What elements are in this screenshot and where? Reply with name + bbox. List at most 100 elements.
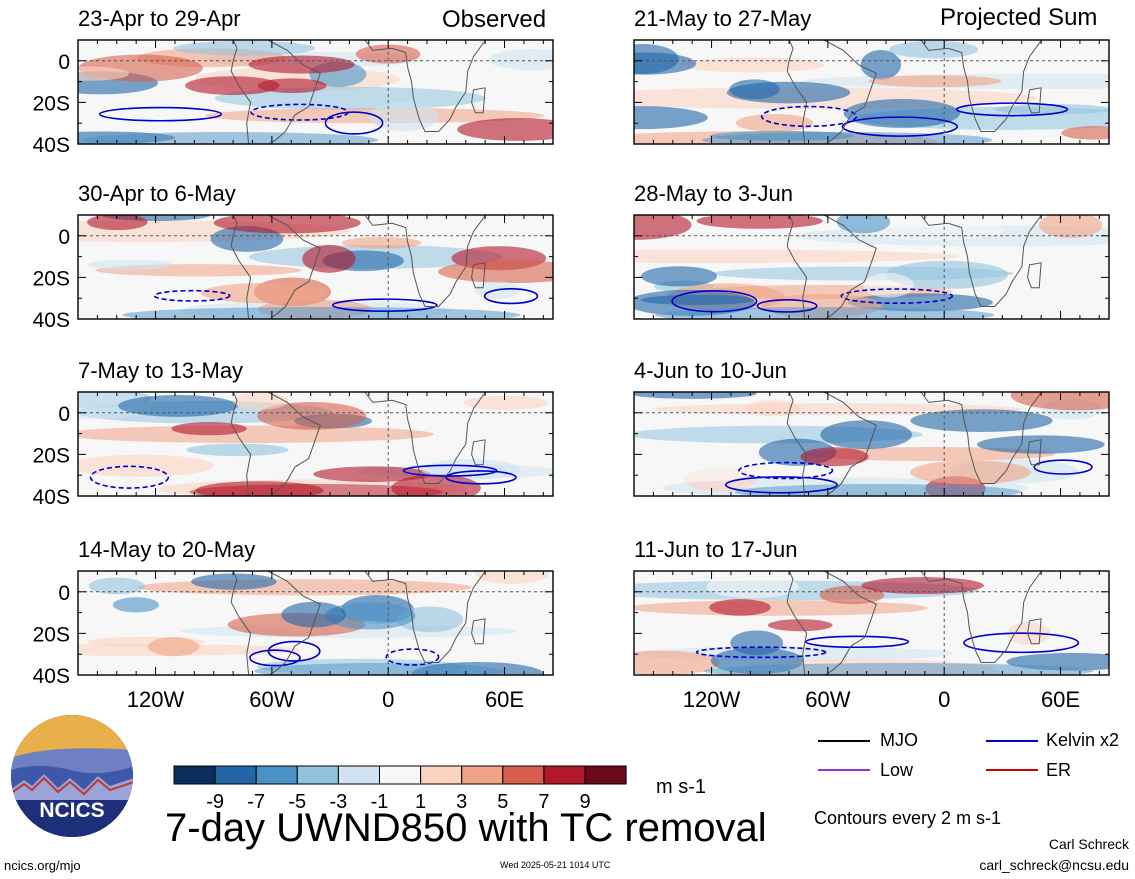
madagascar-outline xyxy=(471,87,486,114)
panel-date-label: 28-May to 3-Jun xyxy=(634,181,793,206)
anomaly-blob xyxy=(634,249,959,264)
anomaly-blob xyxy=(457,118,553,141)
legend-label-kelvin: Kelvin x2 xyxy=(1046,730,1120,750)
anomaly-blob xyxy=(86,259,173,270)
kelvin-contour xyxy=(249,649,301,667)
anomaly-blob xyxy=(302,244,356,273)
south-america-outline xyxy=(786,40,877,144)
anomaly-blob xyxy=(254,663,505,675)
colorbar-tick-label: 3 xyxy=(456,791,467,813)
x-tick-label: 60W xyxy=(805,687,850,712)
x-tick-label: 120W xyxy=(683,687,741,712)
kelvin-contour xyxy=(267,640,321,662)
anomaly-blob xyxy=(171,422,247,436)
anomaly-blob xyxy=(291,439,553,458)
madagascar-outline xyxy=(1027,618,1042,645)
south-america-outline xyxy=(230,40,321,144)
panel-frame xyxy=(633,570,1110,676)
anomaly-blob xyxy=(80,132,379,144)
anomaly-blob xyxy=(112,597,160,613)
panel-frame xyxy=(77,39,554,145)
y-tick-label: 0 xyxy=(58,226,70,249)
x-tick-label: 0 xyxy=(938,687,950,712)
anomaly-blob xyxy=(200,283,327,304)
kelvin-contour xyxy=(445,470,517,485)
y-tick-label: 0 xyxy=(58,51,70,74)
logo-text: NCICS xyxy=(39,799,104,822)
madagascar-outline xyxy=(1027,87,1042,114)
y-tick-label: 40S xyxy=(33,309,70,332)
colorbar-tick-label: 7 xyxy=(538,791,549,813)
y-tick-label: 20S xyxy=(33,267,70,290)
colorbar-swatch xyxy=(173,765,216,785)
colorbar-tick-label: -3 xyxy=(330,791,348,813)
south-america-outline xyxy=(786,571,877,675)
anomaly-blob xyxy=(640,266,718,287)
x-tick-label: 60E xyxy=(485,687,524,712)
kelvin-contour xyxy=(756,299,818,313)
y-tick-label: 40S xyxy=(33,134,70,157)
panel-date-label: 23-Apr to 29-Apr xyxy=(78,6,241,31)
anomaly-blob xyxy=(463,395,548,411)
panel-frame xyxy=(633,39,1110,145)
anomaly-blob xyxy=(634,463,752,483)
colorbar: -9 -7 -5 -3 -1 1 3 5 7 9 xyxy=(173,765,627,813)
colorbar-tick-label: 9 xyxy=(579,791,590,813)
kelvin-contour xyxy=(331,298,438,312)
panel-date-label: 14-May to 20-May xyxy=(78,537,255,562)
anomaly-field xyxy=(78,40,553,144)
panel-date-label: 21-May to 27-May xyxy=(634,6,811,31)
y-tick-label: 0 xyxy=(58,582,70,605)
legend-label-low: Low xyxy=(880,760,914,780)
colorbar-tick-label: -9 xyxy=(206,791,224,813)
anomaly-blob xyxy=(703,663,1094,675)
madagascar-outline xyxy=(1027,439,1042,466)
panel-frame xyxy=(77,214,554,320)
anomaly-blob xyxy=(820,420,913,450)
anomaly-blob xyxy=(734,484,1022,496)
site-link[interactable]: ncics.org/mjo xyxy=(4,858,81,873)
author-name: Carl Schreck xyxy=(1048,836,1129,852)
panel-date-label: 4-Jun to 10-Jun xyxy=(634,358,787,383)
anomaly-blob xyxy=(369,102,439,132)
anomaly-blob xyxy=(137,579,472,596)
x-tick-label: 60E xyxy=(1041,687,1080,712)
anomaly-blob xyxy=(324,602,416,630)
anomaly-blob xyxy=(191,573,277,590)
colorbar-tick-label: -1 xyxy=(371,791,389,813)
panel-frame xyxy=(633,391,1110,497)
madagascar-outline xyxy=(1027,262,1042,289)
south-america-outline xyxy=(230,215,321,319)
panel-frame xyxy=(77,391,554,497)
anomaly-blob xyxy=(232,392,289,410)
anomaly-blob xyxy=(634,650,720,675)
anomaly-field xyxy=(634,571,1109,675)
kelvin-contour xyxy=(153,289,231,302)
anomaly-blob xyxy=(863,273,914,298)
anomaly-blob xyxy=(87,215,148,231)
anomaly-blob xyxy=(248,55,355,74)
anomaly-field xyxy=(78,215,553,319)
kelvin-contour xyxy=(98,106,223,122)
observed-column-label: Observed xyxy=(442,6,547,33)
x-tick-label: 120W xyxy=(127,687,185,712)
kelvin-contour xyxy=(840,288,954,305)
anomaly-blob xyxy=(640,294,755,305)
author-email[interactable]: carl_schreck@ncsu.edu xyxy=(979,857,1129,873)
contour-legend xyxy=(818,740,1038,771)
anomaly-blob xyxy=(281,601,347,628)
y-tick-label: 40S xyxy=(33,486,70,509)
anomaly-blob xyxy=(744,400,801,417)
map-panel-2: 30-Apr to 6-May 0 20S 40S xyxy=(33,181,554,332)
anomaly-blob xyxy=(634,106,708,130)
y-tick-label: 0 xyxy=(58,403,70,426)
figure-title: 7-day UWND850 with TC removal xyxy=(165,806,767,850)
south-america-outline xyxy=(786,392,877,496)
anomaly-field xyxy=(634,215,1109,319)
kelvin-contour xyxy=(483,288,539,305)
ncics-logo[interactable]: NCICS xyxy=(10,714,134,838)
anomaly-blob xyxy=(822,619,1012,635)
y-tick-label: 40S xyxy=(33,665,70,688)
map-panel-7: 4-Jun to 10-Jun xyxy=(633,358,1110,497)
